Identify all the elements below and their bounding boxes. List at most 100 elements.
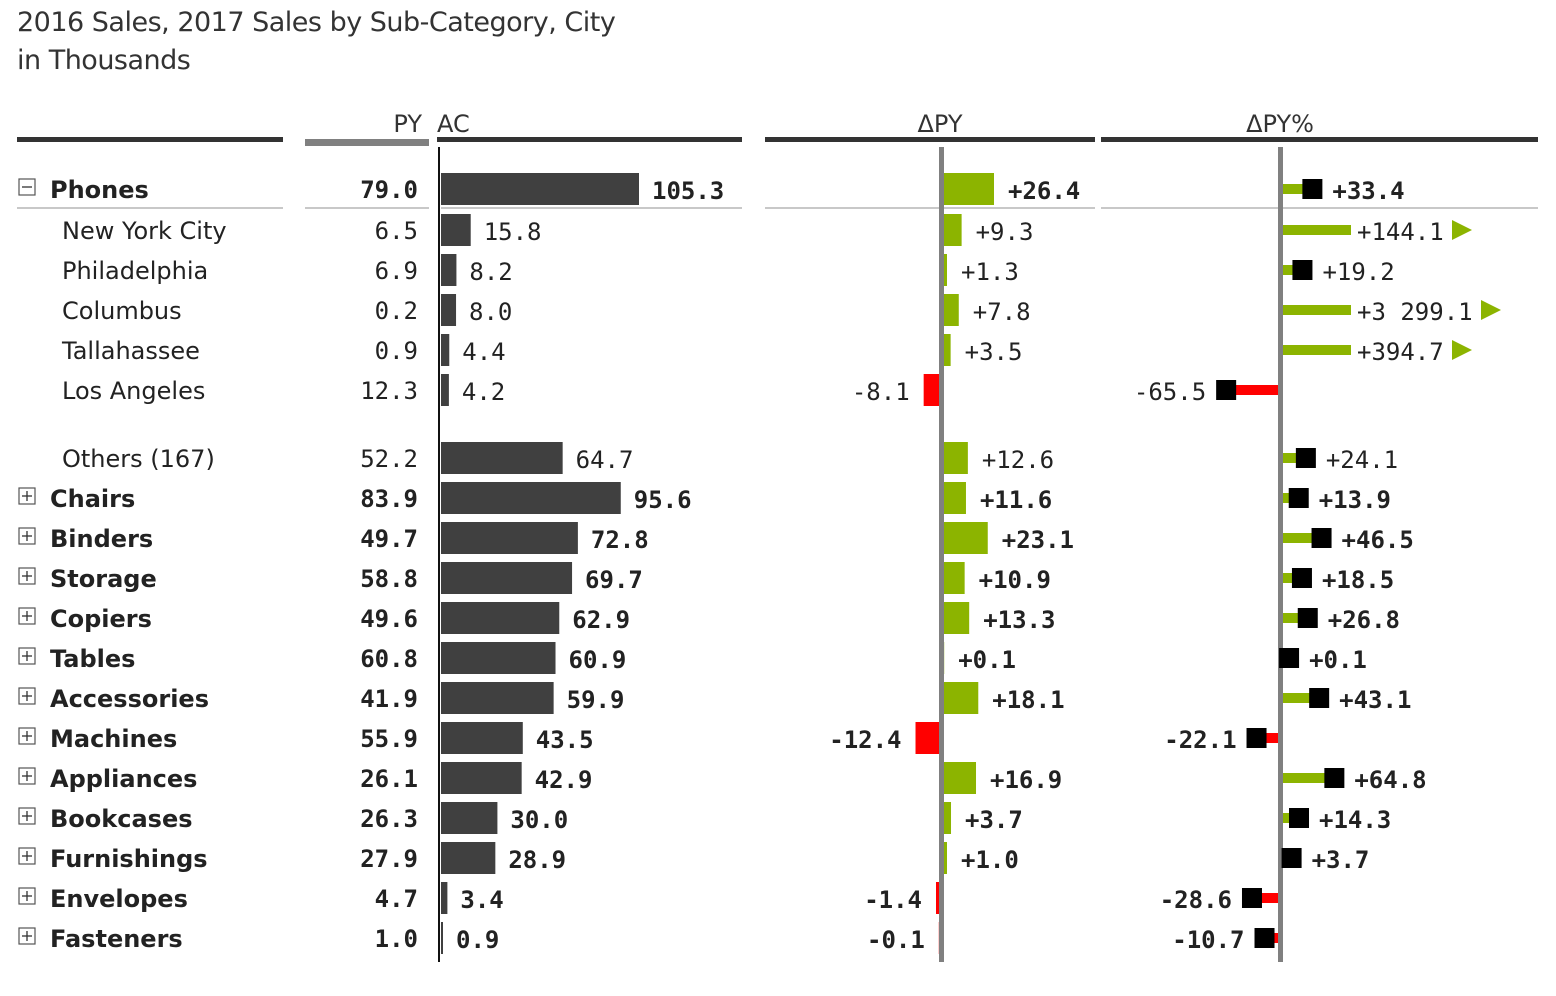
row-label[interactable]: Tallahassee (61, 337, 200, 365)
expand-icon[interactable] (18, 607, 36, 625)
row-label[interactable]: New York City (62, 217, 227, 245)
row-label[interactable]: Copiers (50, 605, 152, 633)
row-label[interactable]: Bookcases (50, 805, 193, 833)
ac-bar (441, 294, 457, 326)
ac-bar (441, 374, 449, 406)
header-rule-ac (437, 137, 742, 142)
row-label[interactable]: Binders (50, 525, 153, 553)
row-label[interactable]: Appliances (50, 765, 197, 793)
ac-value: 8.0 (469, 298, 512, 326)
expand-icon[interactable] (18, 527, 36, 545)
ac-bar (441, 642, 556, 674)
delta-py-axis (939, 147, 944, 962)
chart-title: 2016 Sales, 2017 Sales by Sub-Category, … (17, 4, 616, 80)
row-label[interactable]: Los Angeles (62, 377, 205, 405)
row-label[interactable]: Tables (50, 645, 135, 673)
table-row: Envelopes 4.7 3.4 -1.4 -28.6 (18, 882, 1278, 914)
delta-pct-value: +14.3 (1319, 806, 1391, 834)
ac-bar (441, 762, 522, 794)
row-label[interactable]: Philadelphia (62, 257, 208, 285)
delta-pct-marker (1241, 888, 1262, 908)
row-label[interactable]: Accessories (50, 685, 209, 713)
py-value: 4.7 (375, 885, 418, 913)
delta-py-value: +10.9 (979, 566, 1051, 594)
delta-pct-marker (1246, 728, 1267, 748)
delta-pct-pin (1283, 573, 1296, 583)
delta-pct-pin (1257, 893, 1278, 903)
table-row: Phones 79.0 105.3 +26.4 +33.4 (17, 173, 1538, 209)
row-label[interactable]: Machines (50, 725, 177, 753)
expand-icon[interactable] (18, 927, 36, 945)
row-label[interactable]: Chairs (50, 485, 135, 513)
overflow-arrow-icon (1452, 220, 1472, 240)
delta-py-value: +1.3 (961, 258, 1019, 286)
expand-icon[interactable] (18, 887, 36, 905)
delta-py-value: +3.7 (965, 806, 1023, 834)
row-label[interactable]: Fasteners (50, 925, 183, 953)
py-value: 26.3 (360, 805, 418, 833)
row-label[interactable]: Columbus (62, 297, 182, 325)
delta-pct-marker (1302, 179, 1323, 199)
py-value: 52.2 (360, 445, 418, 473)
title-line-1: 2016 Sales, 2017 Sales by Sub-Category, … (17, 7, 616, 38)
delta-pct-marker (1292, 260, 1313, 280)
py-value: 83.9 (360, 485, 418, 513)
expand-icon[interactable] (18, 687, 36, 705)
delta-pct-value: -10.7 (1172, 926, 1244, 954)
delta-pct-value: +19.2 (1322, 258, 1394, 286)
py-value: 12.3 (360, 377, 418, 405)
delta-pct-value: +13.9 (1319, 486, 1391, 514)
expand-icon[interactable] (18, 567, 36, 585)
row-label[interactable]: Storage (50, 565, 157, 593)
row-label[interactable]: Phones (50, 176, 149, 204)
expand-icon[interactable] (18, 847, 36, 865)
expand-icon[interactable] (18, 727, 36, 745)
ac-bar (441, 682, 554, 714)
py-value: 6.5 (375, 217, 418, 245)
expand-icon[interactable] (18, 487, 36, 505)
table-row: Appliances 26.1 42.9 +16.9 +64.8 (18, 762, 1427, 794)
header-py: PY (393, 110, 422, 138)
table-row: Storage 58.8 69.7 +10.9 +18.5 (18, 562, 1394, 594)
delta-py-value: +9.3 (976, 218, 1034, 246)
delta-py-value: -12.4 (829, 726, 901, 754)
table-row: Furnishings 27.9 28.9 +1.0 +3.7 (18, 842, 1369, 874)
py-value: 58.8 (360, 565, 418, 593)
ac-value: 43.5 (536, 726, 594, 754)
ac-value: 4.4 (462, 338, 505, 366)
delta-py-bar (944, 602, 970, 634)
delta-pct-marker (1297, 608, 1318, 628)
delta-pct-pin (1283, 493, 1293, 503)
expand-icon[interactable] (18, 647, 36, 665)
delta-pct-pin (1283, 265, 1297, 275)
ac-value: 0.9 (456, 926, 499, 954)
delta-py-value: +11.6 (980, 486, 1052, 514)
row-label[interactable]: Others (167) (62, 445, 215, 473)
py-value: 41.9 (360, 685, 418, 713)
ac-value: 30.0 (510, 806, 568, 834)
delta-pct-axis (1278, 147, 1283, 962)
delta-py-bar (944, 334, 951, 366)
ac-value: 3.4 (460, 886, 503, 914)
delta-py-value: +13.3 (983, 606, 1055, 634)
delta-pct-value: +18.5 (1322, 566, 1394, 594)
row-label[interactable]: Envelopes (50, 885, 188, 913)
delta-pct-marker (1291, 568, 1312, 588)
ac-bar (441, 254, 457, 286)
collapse-icon[interactable] (18, 178, 36, 196)
ac-value: 59.9 (567, 686, 625, 714)
delta-py-bar (944, 254, 947, 286)
ac-bar (441, 882, 448, 914)
table-row: Copiers 49.6 62.9 +13.3 +26.8 (18, 602, 1400, 634)
expand-icon[interactable] (18, 767, 36, 785)
delta-py-bar (944, 173, 994, 205)
expand-icon[interactable] (18, 807, 36, 825)
delta-py-bar (944, 482, 966, 514)
delta-pct-pin (1283, 773, 1329, 783)
delta-pct-pin (1283, 613, 1302, 623)
py-value: 6.9 (375, 257, 418, 285)
delta-py-value: +26.4 (1008, 177, 1080, 205)
row-label[interactable]: Furnishings (50, 845, 208, 873)
delta-py-value: +1.0 (961, 846, 1019, 874)
delta-pct-value: +0.1 (1309, 646, 1367, 674)
